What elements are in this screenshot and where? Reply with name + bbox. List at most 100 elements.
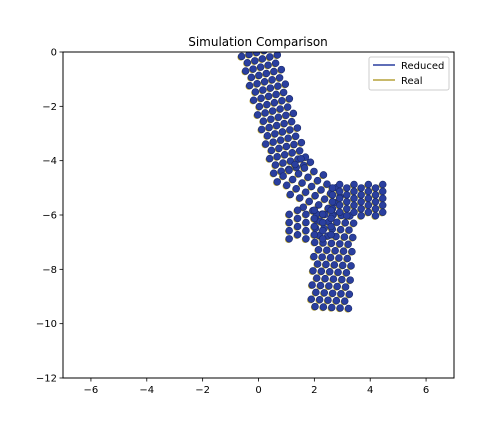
- reduced-point: [298, 179, 306, 187]
- reduced-point: [322, 260, 330, 269]
- reduced-point: [287, 117, 296, 126]
- reduced-point: [279, 172, 287, 180]
- reduced-point: [268, 76, 276, 84]
- reduced-point: [337, 225, 345, 234]
- reduced-point: [285, 95, 294, 103]
- reduced-point: [273, 152, 281, 161]
- reduced-point: [379, 180, 387, 189]
- reduced-point: [341, 219, 350, 227]
- reduced-point: [308, 281, 316, 289]
- reduced-point: [343, 191, 351, 199]
- reduced-point: [327, 230, 335, 239]
- reduced-point: [311, 191, 319, 200]
- reduced-point: [310, 167, 318, 176]
- reduced-point: [335, 201, 344, 209]
- reduced-point: [260, 77, 269, 86]
- reduced-point: [333, 282, 341, 291]
- reduced-point: [328, 303, 336, 312]
- reduced-point: [285, 226, 293, 235]
- reduced-point: [263, 132, 272, 140]
- reduced-point: [266, 154, 274, 163]
- reduced-point: [302, 235, 310, 243]
- reduced-point: [314, 245, 323, 254]
- reduced-point: [264, 61, 272, 69]
- reduced-point: [297, 155, 305, 163]
- reduced-point: [317, 267, 326, 275]
- reduced-point: [281, 80, 290, 88]
- reduced-point: [379, 201, 387, 209]
- reduced-point: [285, 166, 293, 174]
- reduced-point: [259, 86, 267, 94]
- reduced-point: [327, 222, 335, 231]
- y-axis: 0 −2 −4 −6 −8 −10 −12: [36, 48, 63, 385]
- reduced-point: [317, 186, 325, 194]
- reduced-point: [335, 187, 344, 196]
- reduced-point: [241, 67, 250, 75]
- reduced-point: [350, 208, 358, 216]
- reduced-point: [249, 65, 257, 73]
- reduced-point: [315, 295, 324, 304]
- y-tick-label: −8: [42, 265, 57, 276]
- data-points: [237, 52, 387, 313]
- reduced-point: [357, 205, 365, 213]
- reduced-point: [310, 252, 318, 261]
- x-axis: −6 −4 −2 0 2 4 6: [84, 378, 429, 396]
- reduced-point: [324, 296, 332, 304]
- reduced-point: [292, 184, 300, 193]
- reduced-point: [371, 184, 380, 192]
- reduced-point: [335, 254, 343, 262]
- reduced-point: [277, 136, 285, 144]
- reduced-point: [296, 147, 304, 155]
- reduced-point: [274, 113, 283, 121]
- reduced-point: [364, 194, 373, 203]
- reduced-point: [310, 214, 319, 223]
- reduced-point: [333, 218, 341, 226]
- x-tick-label: 4: [367, 385, 373, 396]
- reduced-point: [335, 180, 344, 189]
- reduced-point: [364, 201, 373, 209]
- chart-title: Simulation Comparison: [188, 35, 328, 49]
- x-tick-label: 0: [255, 385, 261, 396]
- reduced-point: [267, 115, 275, 123]
- reduced-point: [341, 283, 350, 291]
- reduced-point: [237, 52, 246, 61]
- x-tick-label: 6: [423, 385, 429, 396]
- reduced-point: [349, 233, 357, 242]
- reduced-point: [292, 132, 300, 140]
- reduced-point: [283, 181, 291, 189]
- reduced-point: [312, 288, 320, 297]
- reduced-point: [293, 222, 302, 231]
- reduced-point: [326, 268, 334, 276]
- reduced-point: [320, 289, 329, 297]
- reduced-point: [332, 296, 341, 305]
- reduced-point: [357, 184, 365, 192]
- reduced-point: [343, 198, 351, 206]
- reduced-point: [345, 290, 354, 298]
- reduced-point: [316, 281, 325, 290]
- reduced-point: [293, 124, 302, 132]
- reduced-point: [328, 289, 337, 297]
- reduced-point: [249, 96, 258, 104]
- reduced-point: [357, 191, 365, 199]
- reduced-point: [251, 88, 260, 96]
- y-tick-label: −6: [42, 211, 57, 222]
- reduced-point: [335, 194, 344, 203]
- reduced-point: [270, 98, 279, 107]
- reduced-point: [321, 274, 329, 283]
- x-tick-label: −6: [84, 385, 99, 396]
- reduced-point: [328, 198, 337, 206]
- reduced-point: [379, 208, 387, 216]
- x-tick-label: −4: [139, 385, 154, 396]
- reduced-point: [258, 55, 267, 63]
- reduced-point: [293, 230, 302, 239]
- reduced-point: [275, 74, 284, 82]
- reduced-point: [255, 71, 263, 80]
- reduced-point: [336, 304, 344, 312]
- reduced-point: [313, 260, 322, 268]
- reduced-point: [323, 180, 331, 188]
- reduced-point: [247, 73, 256, 82]
- reduced-point: [319, 218, 327, 227]
- reduced-point: [343, 254, 352, 263]
- reduced-point: [256, 63, 265, 71]
- plot-area: [62, 51, 455, 379]
